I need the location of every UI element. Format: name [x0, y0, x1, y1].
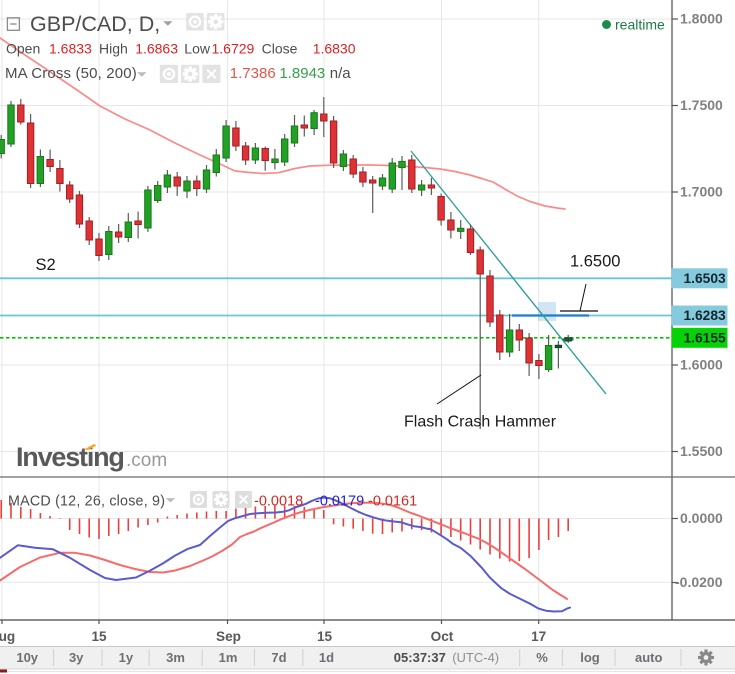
- svg-text:1.6283: 1.6283: [684, 308, 727, 323]
- svg-text:1.6729: 1.6729: [212, 41, 255, 57]
- svg-text:Close: Close: [262, 41, 298, 57]
- svg-text:1.6500: 1.6500: [570, 253, 620, 271]
- svg-text:1.6155: 1.6155: [684, 331, 727, 346]
- svg-text:S2: S2: [36, 256, 56, 274]
- svg-text:Open: Open: [6, 41, 40, 57]
- svg-text:1.5500: 1.5500: [680, 443, 723, 459]
- svg-text:-0.0179: -0.0179: [315, 494, 364, 510]
- svg-text:High: High: [99, 41, 128, 57]
- svg-text:1d: 1d: [319, 650, 334, 665]
- svg-text:05:37:37: 05:37:37: [394, 650, 446, 665]
- svg-text:1.8943: 1.8943: [279, 65, 325, 82]
- svg-text:-0.0161: -0.0161: [368, 494, 417, 510]
- svg-text:1.7000: 1.7000: [680, 184, 723, 200]
- svg-text:1.6833: 1.6833: [49, 41, 92, 57]
- svg-text:-0.0018: -0.0018: [254, 494, 303, 510]
- svg-text:1.6503: 1.6503: [684, 271, 727, 286]
- svg-text:1.8000: 1.8000: [680, 11, 723, 27]
- svg-text:1m: 1m: [219, 650, 238, 665]
- svg-text:realtime: realtime: [615, 17, 665, 33]
- svg-text:MACD (12, 26, close, 9): MACD (12, 26, close, 9): [8, 494, 165, 510]
- svg-text:MA Cross (50, 200): MA Cross (50, 200): [5, 65, 137, 82]
- svg-text:%: %: [536, 650, 548, 665]
- svg-text:3m: 3m: [166, 650, 185, 665]
- svg-text:log: log: [580, 650, 600, 665]
- svg-text:15: 15: [317, 629, 333, 644]
- svg-text:Oct: Oct: [431, 629, 454, 644]
- svg-text:17: 17: [531, 629, 546, 644]
- svg-text:1.7500: 1.7500: [680, 97, 723, 113]
- svg-text:15: 15: [91, 629, 107, 644]
- svg-text:7d: 7d: [271, 650, 286, 665]
- svg-text:.com: .com: [126, 450, 167, 471]
- svg-text:n/a: n/a: [330, 65, 352, 82]
- svg-text:Aug: Aug: [0, 629, 15, 644]
- svg-text:3y: 3y: [69, 650, 84, 665]
- svg-text:10y: 10y: [16, 650, 38, 665]
- svg-text:-0.0200: -0.0200: [675, 574, 723, 590]
- svg-text:Flash Crash Hammer: Flash Crash Hammer: [404, 414, 557, 431]
- svg-text:(UTC-4): (UTC-4): [452, 650, 499, 665]
- svg-text:1.6863: 1.6863: [135, 41, 178, 57]
- svg-text:Investing: Investing: [16, 442, 124, 472]
- svg-text:0.0000: 0.0000: [680, 510, 723, 526]
- svg-text:Sep: Sep: [216, 629, 241, 644]
- svg-text:Low: Low: [184, 41, 211, 57]
- svg-text:1y: 1y: [119, 650, 134, 665]
- svg-text:auto: auto: [635, 650, 663, 665]
- svg-text:1.6830: 1.6830: [313, 41, 356, 57]
- svg-text:1.6000: 1.6000: [680, 357, 723, 373]
- svg-text:1.7386: 1.7386: [230, 65, 276, 82]
- svg-text:GBP/CAD, D,: GBP/CAD, D,: [30, 12, 160, 36]
